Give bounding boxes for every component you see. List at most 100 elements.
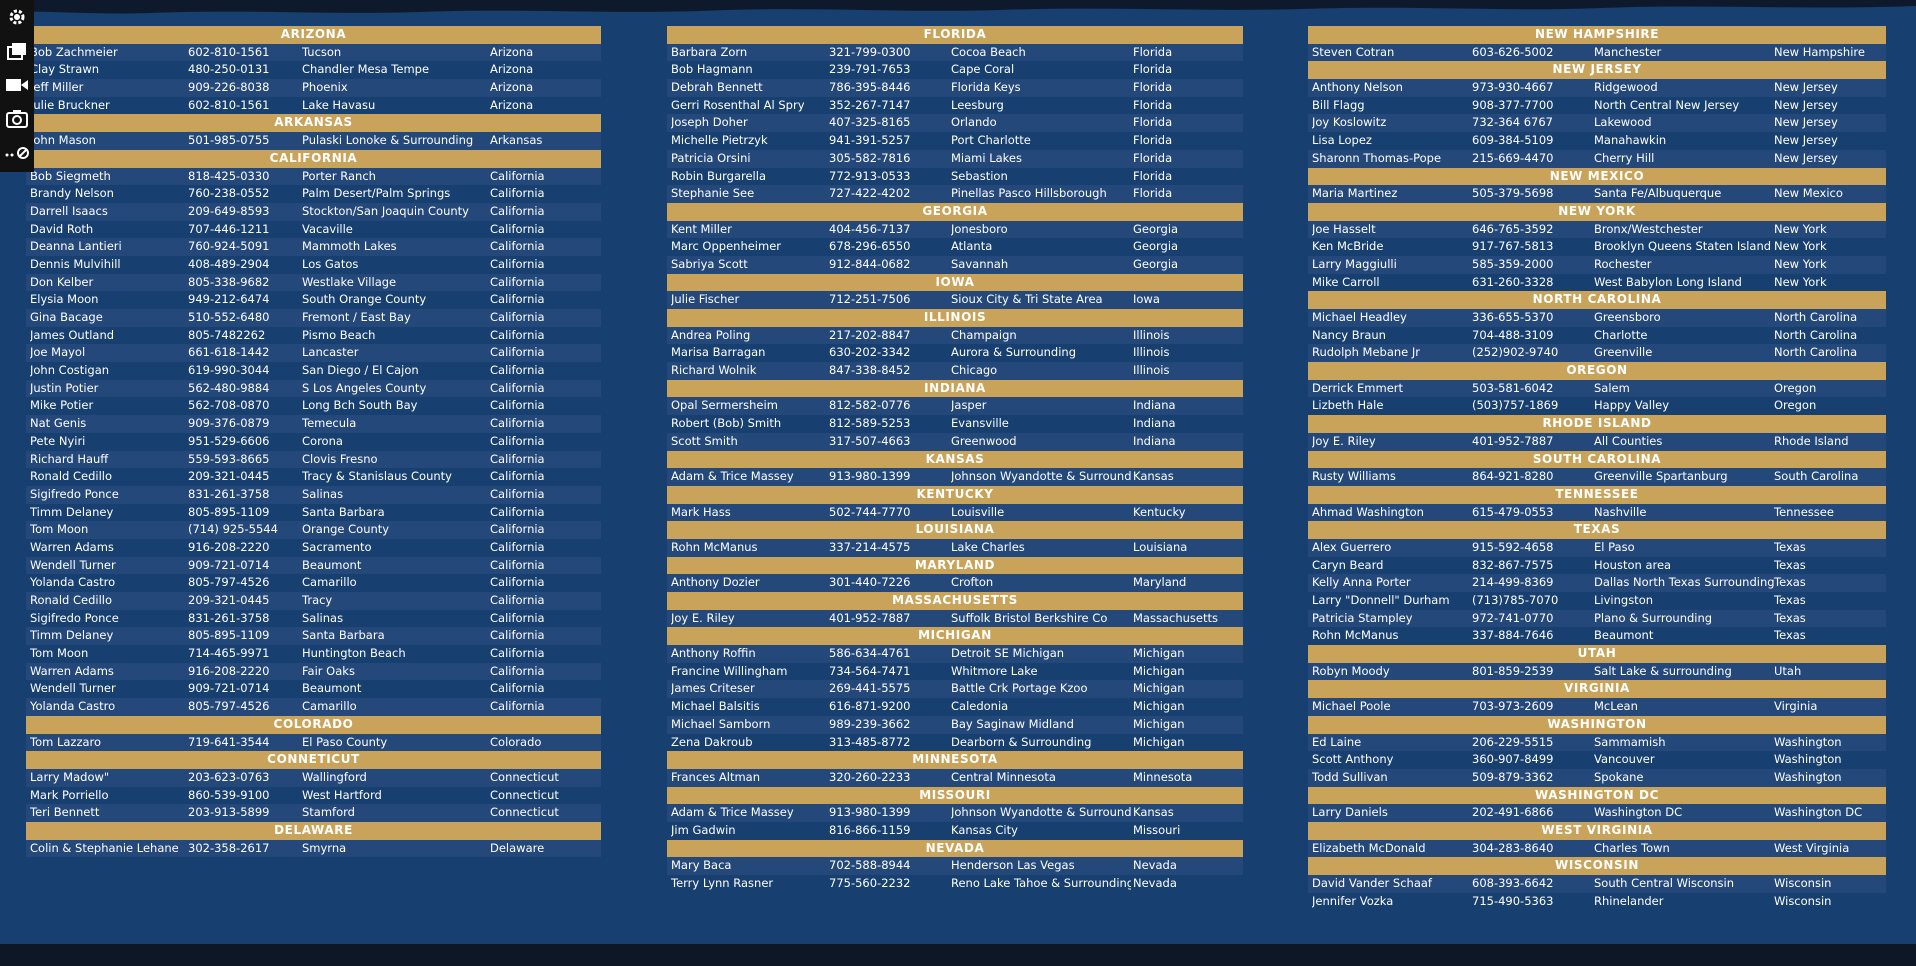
camera-icon[interactable] [0,102,34,136]
contact-phone[interactable]: 715-490-5363 [1472,893,1554,908]
contact-phone[interactable]: 502-744-7770 [829,504,911,519]
contact-phone[interactable]: 704-488-3109 [1472,327,1554,342]
contact-phone[interactable]: 712-251-7506 [829,292,911,307]
contact-phone[interactable]: 909-376-0879 [188,416,270,431]
contact-phone[interactable]: 562-708-0870 [188,398,270,413]
contact-phone[interactable]: 860-539-9100 [188,787,270,802]
contact-phone[interactable]: 209-321-0445 [188,593,270,607]
contact-phone[interactable]: 909-226-8038 [188,80,270,95]
contact-phone[interactable]: 501-985-0755 [188,133,270,148]
contact-phone[interactable]: 337-884-7646 [1472,628,1554,643]
contact-phone[interactable]: 989-239-3662 [829,716,911,731]
contact-phone[interactable]: 480-250-0131 [188,62,270,77]
gear-icon[interactable] [0,0,34,34]
more-link-icon[interactable] [0,136,34,170]
contact-phone[interactable]: 631-260-3328 [1472,274,1554,289]
contact-phone[interactable]: 973-930-4667 [1472,80,1554,95]
contact-phone[interactable]: 727-422-4202 [829,186,911,201]
contact-phone[interactable]: 401-952-7887 [1472,433,1554,448]
contact-phone[interactable]: 909-721-0714 [188,681,270,696]
contact-phone[interactable]: 336-655-5370 [1472,310,1554,324]
contact-phone[interactable]: 949-212-6474 [188,292,270,307]
contact-phone[interactable]: 352-267-7147 [829,97,911,112]
contact-phone[interactable]: 760-924-5091 [188,239,270,254]
contact-phone[interactable]: 203-913-5899 [188,805,270,820]
contact-phone[interactable]: 909-721-0714 [188,557,270,572]
contact-phone[interactable]: 831-261-3758 [188,486,270,501]
contact-phone[interactable]: 916-208-2220 [188,539,270,554]
contact-phone[interactable]: 214-499-8369 [1472,575,1554,590]
contact-phone[interactable]: (714) 925-5544 [188,522,278,537]
contact-phone[interactable]: (503)757-1869 [1472,398,1559,413]
contact-phone[interactable]: 913-980-1399 [829,469,911,484]
contact-phone[interactable]: 585-359-2000 [1472,256,1554,271]
contact-phone[interactable]: 775-560-2232 [829,876,911,890]
contact-phone[interactable]: 786-395-8446 [829,80,911,95]
contact-phone[interactable]: 509-879-3362 [1472,769,1554,784]
contact-phone[interactable]: 734-564-7471 [829,663,911,678]
contact-phone[interactable]: 304-283-8640 [1472,840,1554,855]
contact-phone[interactable]: 707-446-1211 [188,221,270,236]
contact-phone[interactable]: 847-338-8452 [829,363,911,378]
contact-phone[interactable]: 702-588-8944 [829,858,911,873]
contact-phone[interactable]: 202-491-6866 [1472,805,1554,820]
contact-phone[interactable]: 912-844-0682 [829,256,911,271]
contact-phone[interactable]: 805-797-4526 [188,699,270,714]
contact-phone[interactable]: 732-364 6767 [1472,115,1553,130]
contact-phone[interactable]: 801-859-2539 [1472,663,1554,678]
contact-phone[interactable]: 646-765-3592 [1472,221,1554,236]
contact-phone[interactable]: 586-634-4761 [829,646,911,661]
contact-phone[interactable]: 401-952-7887 [829,610,911,625]
contact-phone[interactable]: 916-208-2220 [188,663,270,678]
contact-phone[interactable]: 805-338-9682 [188,274,270,289]
contact-phone[interactable]: 760-238-0552 [188,186,270,201]
contact-phone[interactable]: 404-456-7137 [829,221,911,236]
contact-phone[interactable]: 608-393-6642 [1472,876,1554,890]
contact-phone[interactable]: 805-895-1109 [188,504,270,519]
layers-icon[interactable] [0,34,34,68]
contact-phone[interactable]: 215-669-4470 [1472,150,1554,165]
video-camera-icon[interactable] [0,68,34,102]
contact-phone[interactable]: 302-358-2617 [188,840,270,855]
contact-phone[interactable]: 915-592-4658 [1472,539,1554,554]
contact-phone[interactable]: 360-907-8499 [1472,752,1554,767]
contact-phone[interactable]: 603-626-5002 [1472,44,1554,59]
contact-phone[interactable]: 602-810-1561 [188,97,270,112]
contact-phone[interactable]: 562-480-9884 [188,380,270,395]
contact-phone[interactable]: (252)902-9740 [1472,345,1559,360]
contact-phone[interactable]: 805-7482262 [188,327,266,342]
contact-phone[interactable]: 831-261-3758 [188,610,270,625]
contact-phone[interactable]: 317-507-4663 [829,433,911,448]
contact-phone[interactable]: 301-440-7226 [829,575,911,590]
contact-phone[interactable]: 321-799-0300 [829,44,911,59]
contact-phone[interactable]: 812-589-5253 [829,416,911,431]
contact-phone[interactable]: 503-581-6042 [1472,380,1554,395]
contact-phone[interactable]: 913-980-1399 [829,805,911,820]
contact-phone[interactable]: 972-741-0770 [1472,610,1554,625]
contact-phone[interactable]: 313-485-8772 [829,734,911,749]
contact-phone[interactable]: 678-296-6550 [829,239,911,254]
contact-phone[interactable]: 719-641-3544 [188,734,270,749]
contact-phone[interactable]: 812-582-0776 [829,398,911,413]
contact-phone[interactable]: 703-973-2609 [1472,699,1554,714]
contact-phone[interactable]: 619-990-3044 [188,363,270,378]
contact-phone[interactable]: 559-593-8665 [188,451,270,466]
contact-phone[interactable]: 941-391-5257 [829,133,911,148]
contact-phone[interactable]: 805-797-4526 [188,575,270,590]
contact-phone[interactable]: 209-321-0445 [188,469,270,484]
contact-phone[interactable]: 206-229-5515 [1472,734,1554,749]
contact-phone[interactable]: 209-649-8593 [188,203,270,218]
contact-phone[interactable]: 630-202-3342 [829,345,911,360]
contact-phone[interactable]: 203-623-0763 [188,769,270,784]
contact-phone[interactable]: 505-379-5698 [1472,186,1554,201]
contact-phone[interactable]: (713)785-7070 [1472,593,1559,607]
contact-phone[interactable]: 602-810-1561 [188,44,270,59]
contact-phone[interactable]: 407-325-8165 [829,115,911,130]
contact-phone[interactable]: 908-377-7700 [1472,97,1554,112]
contact-phone[interactable]: 320-260-2233 [829,769,911,784]
contact-phone[interactable]: 239-791-7653 [829,62,911,77]
contact-phone[interactable]: 217-202-8847 [829,327,911,342]
contact-phone[interactable]: 510-552-6480 [188,310,270,324]
contact-phone[interactable]: 772-913-0533 [829,168,911,183]
contact-phone[interactable]: 305-582-7816 [829,150,911,165]
